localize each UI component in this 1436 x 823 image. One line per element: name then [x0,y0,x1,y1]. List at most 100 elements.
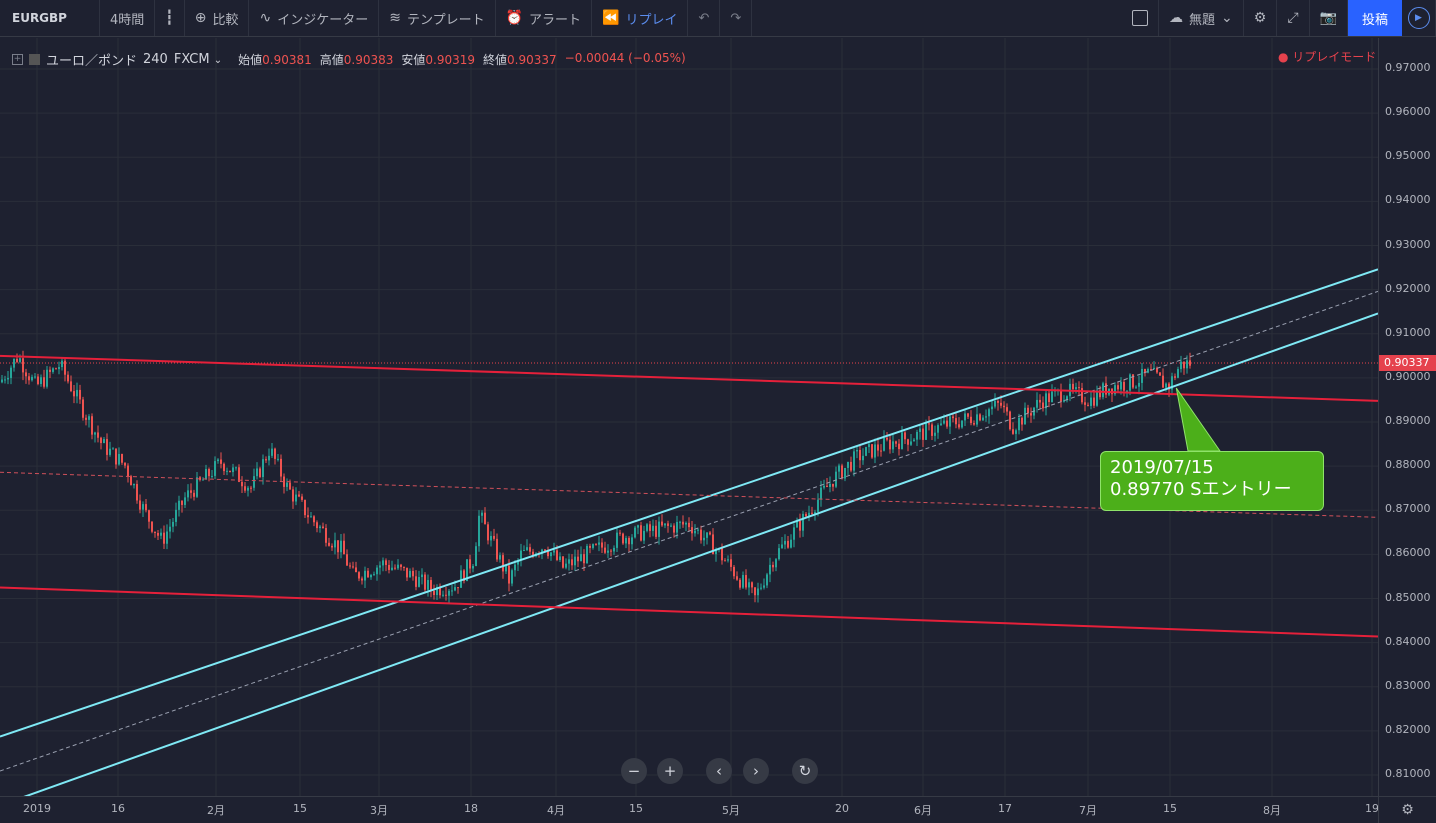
candle [757,582,759,603]
candle-body [913,439,915,442]
candle-body [571,559,573,566]
candle [241,476,243,494]
price-label: 0.92000 [1385,281,1431,295]
candle-body [583,554,585,564]
candle-body [175,509,177,522]
reset-chart-button[interactable]: ↻ [792,758,818,784]
chart-pane[interactable] [0,38,1378,796]
candle [304,499,306,518]
candle-body [61,360,63,368]
candle-body [166,531,168,544]
alert-button[interactable]: ⏰ アラート [496,0,593,36]
symbol-search-button[interactable]: EURGBP [0,0,100,36]
candle [637,524,639,535]
candle [589,543,591,554]
candle-body [589,545,591,548]
candle-body [916,431,918,440]
indicators-button[interactable]: ∿ インジケーター [249,0,380,36]
candle-body [805,513,807,517]
snapshot-button[interactable]: 📷 [1310,0,1348,36]
time-label: 8月 [1263,804,1281,817]
candle [736,571,738,581]
candle [946,414,948,429]
candle-body [1126,390,1128,392]
fullscreen-layout-button[interactable] [1122,0,1160,36]
price-label: 0.82000 [1385,722,1431,736]
zoom-out-button[interactable]: − [621,758,647,784]
candle-body [565,563,567,568]
open-label: 始値 [238,53,263,67]
compare-button[interactable]: ⊕ 比較 [185,0,250,36]
time-label: 3月 [370,804,388,817]
candle [154,531,156,538]
candle-body [127,465,129,477]
templates-button[interactable]: ≋ テンプレート [379,0,496,36]
callout-entry: 0.89770 Sエントリー [1110,479,1292,500]
candle-body [37,376,39,384]
undo-button[interactable]: ↶ [688,0,721,36]
candle [709,531,711,536]
candle [850,456,852,473]
time-label: 17 [998,802,1012,815]
candle-body [1018,417,1020,431]
price-label: 0.94000 [1385,193,1431,207]
time-axis[interactable]: 2019 16 2月 15 3月 18 4月 15 5月 20 6月 17 7月 15 8月 19 [0,796,1379,823]
candle [697,527,699,535]
grid-lines [0,38,1378,796]
symbol-flag-icon [29,54,40,65]
candle-body [118,454,120,465]
price-label: 0.89000 [1385,414,1431,427]
channel-mid-line [0,290,1378,772]
candle [670,523,672,528]
candle [592,543,594,550]
scroll-right-button[interactable]: › [743,758,769,784]
expand-legend-icon[interactable]: + [12,54,23,65]
replay-button[interactable]: ⏪ リプレイ [592,0,689,36]
zoom-in-button[interactable]: + [657,758,683,784]
replay-play-button[interactable]: ▶ [1402,0,1436,36]
fullscreen-button[interactable]: ⤢ [1277,0,1310,36]
redo-button[interactable]: ↷ [720,0,753,36]
candle [838,463,840,479]
settings-button[interactable]: ⚙ [1244,0,1278,36]
candle [694,524,696,537]
candle-body [727,559,729,561]
layout-save-button[interactable]: ☁ 無題 ⌄ [1159,0,1244,36]
chart-legend: + ユーロ／ポンド 240 FXCM ⌄ 始値0.90381 高値0.90383… [12,50,686,69]
post-button[interactable]: 投稿 [1347,0,1402,36]
channel-lower-line [23,312,1378,796]
candle [427,574,429,597]
entry-callout[interactable]: 2019/07/15 0.89770 Sエントリー [1100,451,1324,511]
candle [565,558,567,570]
axis-settings-button[interactable]: ⚙ [1378,796,1436,823]
candle [784,534,786,550]
candle [265,456,267,463]
candle-body [349,565,351,567]
candle-body [934,432,936,436]
interval-button[interactable]: 4時間 [100,0,156,36]
candle [952,413,954,423]
candle [613,545,615,555]
candle-body [838,465,840,472]
alarm-clock-icon: ⏰ [505,10,524,26]
candle-body [1024,407,1026,425]
candle-body [604,547,606,553]
candle-body [634,527,636,538]
candle-body [91,416,93,435]
candle-body [970,416,972,424]
legend-symbol-title[interactable]: ユーロ／ポンド [46,54,138,69]
channel-upper-line [0,268,1378,738]
time-label: 16 [111,802,125,815]
legend-source[interactable]: FXCM ⌄ [174,52,222,67]
candle [829,476,831,493]
price-axis[interactable]: 0.97000 0.96000 0.95000 0.94000 0.93000 0.920… [1378,38,1436,796]
candle [1012,422,1014,435]
candle-body [1189,360,1191,366]
candle-body [943,420,945,424]
candle-body [439,587,441,596]
candle-body [574,556,576,566]
scroll-left-button[interactable]: ‹ [706,758,732,784]
candle [541,548,543,560]
chart-type-button[interactable]: ┇ [155,0,185,36]
candle-body [271,448,273,456]
